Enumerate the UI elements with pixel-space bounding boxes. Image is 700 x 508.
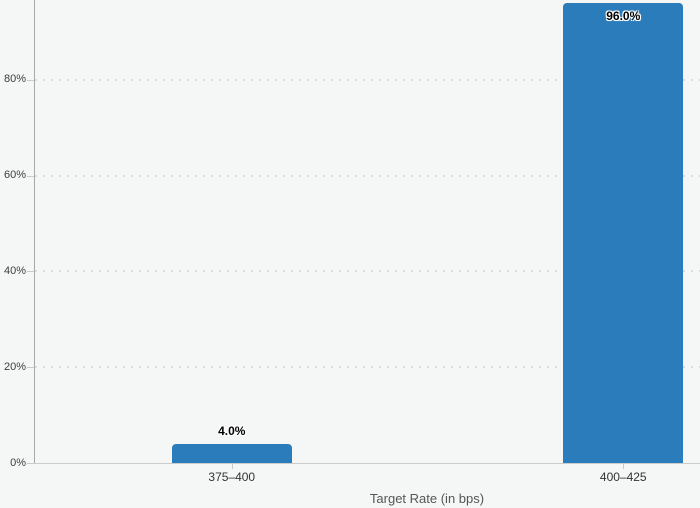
y-axis-tick-label: 40% xyxy=(3,264,26,277)
probability-bar-375–400[interactable] xyxy=(171,443,292,463)
gridline-40% xyxy=(35,270,700,273)
y-axis-tick-label: 0% xyxy=(10,456,26,469)
y-axis-tick xyxy=(27,79,34,81)
gridline-60% xyxy=(35,174,700,177)
bar-value-label: 4.0% xyxy=(218,423,246,438)
gridline-20% xyxy=(35,366,700,369)
bar-value-label: 96.0% xyxy=(606,9,641,24)
x-category-label-375–400: 375–400 xyxy=(208,470,256,484)
gridline-80% xyxy=(35,78,700,81)
y-axis-tick-label: 20% xyxy=(3,360,26,373)
y-axis-tick xyxy=(27,367,34,369)
y-axis-line xyxy=(34,0,35,463)
x-axis-tick xyxy=(623,464,625,469)
y-axis-tick xyxy=(27,175,34,177)
x-axis-line xyxy=(34,463,700,464)
x-axis-tick xyxy=(231,464,233,469)
probability-bar-400–425[interactable] xyxy=(563,3,684,463)
x-category-label-400–425: 400–425 xyxy=(599,470,647,484)
y-axis-tick-label: 60% xyxy=(3,169,26,182)
y-axis-tick xyxy=(27,463,34,464)
y-axis-tick xyxy=(27,271,34,273)
x-axis-title: Target Rate (in bps) xyxy=(369,491,485,506)
y-axis-tick-label: 80% xyxy=(3,73,26,86)
